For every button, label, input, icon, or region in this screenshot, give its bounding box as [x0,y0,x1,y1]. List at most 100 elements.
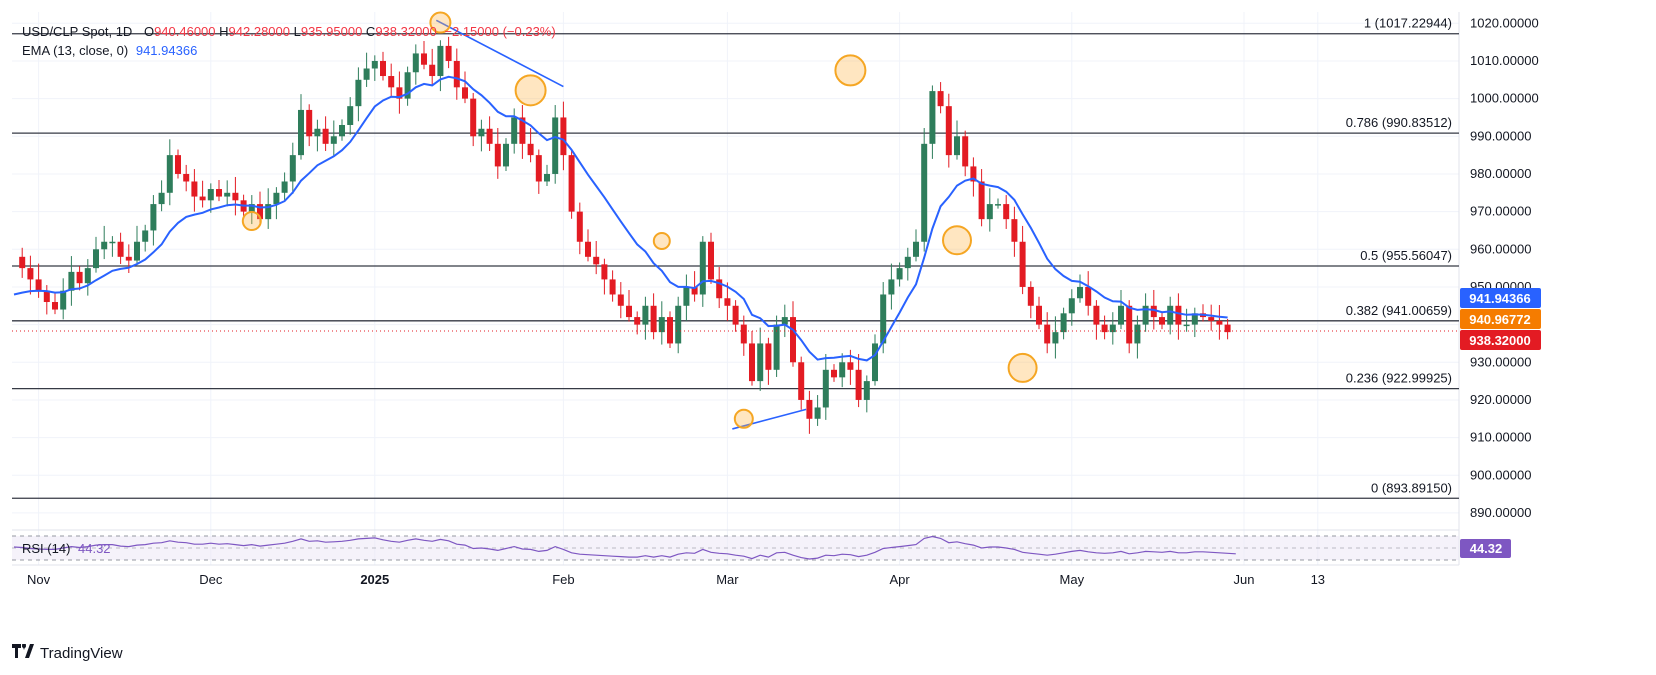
candle-body [494,143,501,167]
candle-body [199,196,206,201]
fib-level-label: 0.236 (922.99925) [1346,371,1452,386]
price-tick-label: 970.00000 [1470,204,1531,219]
rsi-label: RSI (14) [22,541,70,556]
candle-body [642,305,649,325]
candle-body [134,241,140,261]
rsi-value-tag-text: 44.32 [1470,541,1503,556]
candle-body [503,143,509,167]
candle-body [43,290,50,303]
candle-body [929,91,936,144]
candle-body [732,305,739,325]
candle-body [470,98,477,137]
price-tick-label: 1010.00000 [1470,53,1539,68]
candle-body [699,241,706,295]
candle-body [757,343,764,382]
candle-body [166,155,173,193]
candle-body [724,298,731,306]
candle-body [1118,305,1124,325]
price-tag-text-price: 938.32000 [1469,333,1530,348]
candle-body [1191,313,1198,325]
candle-body [355,79,362,107]
candle-body [363,68,370,80]
candle-body [1011,219,1018,242]
candle-body [462,87,468,99]
candle-body [1027,286,1034,306]
price-tag-fib [1460,309,1541,329]
candle-body [1003,204,1010,220]
candle-body [1142,305,1149,325]
candle-body [765,343,772,370]
candle-body [1052,332,1059,344]
candle-body [527,143,534,156]
ema-legend: EMA (13, close, 0) 941.94366 [22,43,197,58]
candle-body [445,45,452,61]
candle-body [822,369,829,408]
price-tag-ema [1460,288,1541,308]
candle-body [552,117,559,174]
candle-body [421,53,427,65]
candle-body [1068,298,1075,314]
candle-body [1126,305,1133,344]
candle-body [306,109,313,137]
candle-body [511,117,518,144]
rsi-value-tag [1460,539,1511,558]
symbol-label[interactable]: USD/CLP Spot, 1D [22,24,133,39]
candle-body [257,204,263,220]
candle-body [1208,317,1215,321]
candle-body [1036,305,1042,325]
highlight-circle [652,231,671,250]
candle-body [863,381,870,400]
price-tag-text-ema: 941.94366 [1469,291,1530,306]
candle-body [322,128,329,144]
time-tick-label: 2025 [360,572,389,587]
high-value: 942.28000 [228,24,290,39]
ema-line [13,75,1228,362]
candle-body [224,192,231,197]
candle-body [945,106,952,156]
time-axis[interactable]: Nov Dec 2025 Feb Mar Apr May Jun 13 [27,572,1325,587]
ohlc-legend: USD/CLP Spot, 1D O940.46000 H942.28000 L… [22,24,556,39]
candle-body [1060,313,1067,333]
fib-level-label: 0.5 (955.56047) [1360,248,1452,263]
candle-body [1183,324,1190,327]
fibonacci-levels: 1 (1017.22944) 0.786 (990.83512) 0.5 (955.… [12,16,1459,499]
candle-body [601,264,608,280]
price-axis[interactable]: 1020.00000 1010.00000 1000.00000 990.00000 9… [1470,15,1539,520]
candle-body [330,136,337,144]
candle-body [954,136,960,156]
candle-body [388,76,395,88]
candle-body [273,192,280,205]
candle-body [27,268,34,280]
tradingview-brand[interactable]: TradingView [12,644,123,662]
candle-body [289,155,296,182]
candle-body [593,256,600,265]
candle-body [1085,286,1092,306]
highlight-circle [834,54,867,87]
candle-body [904,256,911,269]
rsi-pane: RSI (14) 44.32 44.32 [12,529,1511,561]
price-tick-label: 900.00000 [1470,467,1531,482]
candle-body [716,279,723,299]
price-tick-label: 1000.00000 [1470,91,1539,106]
candle-body [1150,305,1157,318]
tradingview-name: TradingView [40,644,123,662]
candle-body [1134,324,1141,344]
fib-level-label: 0.786 (990.83512) [1346,115,1452,130]
candle-body [175,155,181,174]
candle-body [1019,241,1026,287]
candle-body [486,128,493,144]
close-value: 938.32000 [375,24,437,39]
time-tick-label: Dec [199,572,223,587]
candle-body [1093,305,1100,325]
candle-body [872,343,878,382]
candle-body [298,109,304,156]
ema-label[interactable]: EMA (13, close, 0) [22,43,129,58]
candle-body [740,324,747,344]
candle-body [560,117,567,156]
candle-body [831,369,837,378]
candles [19,36,1231,434]
candle-body [691,286,698,295]
candle-body [781,317,788,325]
price-tags: 941.94366 940.96772 938.32000 [1460,288,1541,350]
